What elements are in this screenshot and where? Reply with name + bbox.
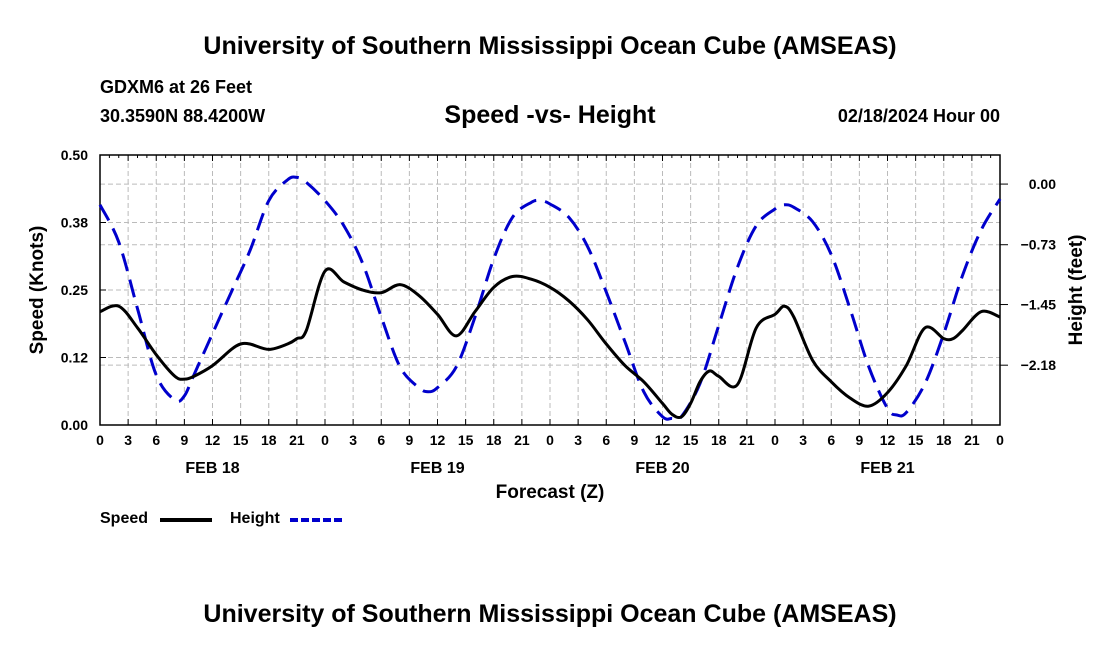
x-tick-label: 21 <box>739 432 755 448</box>
x-tick-label: 15 <box>458 432 474 448</box>
legend-speed-swatch <box>160 518 212 522</box>
y-tick-label: 0.00 <box>61 417 88 433</box>
x-tick-label: 21 <box>964 432 980 448</box>
legend-speed-label: Speed <box>100 510 149 527</box>
x-tick-label: 9 <box>180 432 188 448</box>
day-label: FEB 21 <box>860 460 914 477</box>
y2-tick-label: 0.00 <box>1029 176 1056 192</box>
x-tick-label: 12 <box>655 432 671 448</box>
page-title: University of Southern Mississippi Ocean… <box>203 32 897 60</box>
x-tick-label: 6 <box>827 432 835 448</box>
axis-ticks <box>99 154 1008 426</box>
x-tick-label: 0 <box>321 432 329 448</box>
x-tick-label: 9 <box>630 432 638 448</box>
y-tick-label: 0.50 <box>61 147 88 163</box>
y2-axis-title: Height (feet) <box>1066 235 1087 346</box>
x-tick-label: 21 <box>514 432 530 448</box>
x-tick-label: 12 <box>205 432 221 448</box>
x-tick-label: 18 <box>711 432 727 448</box>
footer-title: University of Southern Mississippi Ocean… <box>203 600 897 628</box>
y-tick-label: 0.38 <box>61 215 88 231</box>
day-label: FEB 20 <box>635 460 689 477</box>
x-tick-label: 18 <box>936 432 952 448</box>
legend-height-label: Height <box>230 510 280 527</box>
x-tick-label: 0 <box>96 432 104 448</box>
legend-height-swatch <box>290 518 342 522</box>
x-tick-label: 3 <box>799 432 807 448</box>
x-tick-label: 18 <box>261 432 277 448</box>
x-tick-label: 6 <box>152 432 160 448</box>
speed-series-line <box>99 267 1001 420</box>
x-tick-label: 12 <box>430 432 446 448</box>
y2-tick-label: −0.73 <box>1021 237 1057 253</box>
x-tick-label: 6 <box>602 432 610 448</box>
x-tick-label: 15 <box>683 432 699 448</box>
station-label: GDXM6 at 26 Feet <box>100 77 253 97</box>
x-tick-label: 9 <box>405 432 413 448</box>
x-tick-label: 3 <box>574 432 582 448</box>
day-label: FEB 18 <box>185 460 239 477</box>
plot-title: Speed -vs- Height <box>444 101 656 129</box>
y2-tick-label: −2.18 <box>1021 357 1057 373</box>
x-tick-label: 3 <box>124 432 132 448</box>
x-axis-title: Forecast (Z) <box>495 482 605 503</box>
day-label: FEB 19 <box>410 460 464 477</box>
y-tick-label: 0.25 <box>61 282 88 298</box>
x-tick-label: 15 <box>233 432 249 448</box>
x-tick-label: 12 <box>880 432 896 448</box>
x-tick-label: 18 <box>486 432 502 448</box>
height-series-line <box>98 175 1002 422</box>
x-tick-label: 3 <box>349 432 357 448</box>
grid-lines <box>100 155 1000 425</box>
x-tick-label: 0 <box>996 432 1004 448</box>
y-axis-title: Speed (Knots) <box>27 226 48 355</box>
date-label: 02/18/2024 Hour 00 <box>837 106 1000 126</box>
axis-labels: 0 3 6 9 12 15 18 21 0 3 6 9 12 15 18 21 0 3 6 9 12 15 18 21 0 3 6 9… <box>27 147 1087 477</box>
y2-tick-label: −1.45 <box>1021 297 1057 313</box>
x-tick-label: 6 <box>377 432 385 448</box>
x-tick-label: 15 <box>908 432 924 448</box>
x-tick-label: 21 <box>289 432 305 448</box>
series-layer <box>98 175 1002 422</box>
y-tick-label: 0.12 <box>61 350 88 366</box>
coordinates-label: 30.3590N 88.4200W <box>100 106 266 126</box>
x-tick-label: 9 <box>855 432 863 448</box>
x-tick-label: 0 <box>771 432 779 448</box>
x-tick-label: 0 <box>546 432 554 448</box>
